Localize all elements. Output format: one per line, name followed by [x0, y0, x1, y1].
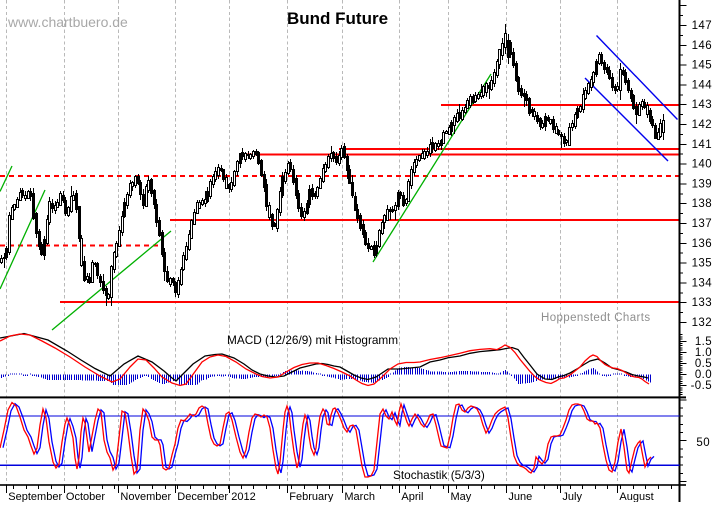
svg-text:145: 145: [692, 60, 712, 72]
svg-text:Hoppenstedt Charts: Hoppenstedt Charts: [541, 312, 650, 324]
svg-text:0.0: 0.0: [695, 369, 712, 381]
svg-text:May: May: [451, 491, 472, 502]
svg-text:133: 133: [692, 297, 712, 309]
svg-text:135: 135: [692, 258, 712, 270]
svg-text:1.0: 1.0: [695, 347, 712, 359]
svg-text:www.chartbuero.de: www.chartbuero.de: [7, 14, 128, 30]
svg-text:March: March: [344, 491, 375, 502]
svg-text:Stochastik (5/3/3): Stochastik (5/3/3): [393, 468, 485, 482]
svg-text:143: 143: [692, 99, 712, 111]
svg-text:July: July: [562, 491, 582, 502]
svg-text:147: 147: [692, 20, 712, 32]
svg-text:132: 132: [692, 317, 712, 329]
svg-text:1.5: 1.5: [695, 336, 712, 348]
svg-text:136: 136: [692, 238, 712, 250]
svg-text:December: December: [177, 491, 228, 502]
svg-text:MACD (12/26/9) mit Histogramm: MACD (12/26/9) mit Histogramm: [227, 333, 398, 347]
svg-text:0.5: 0.5: [695, 358, 712, 370]
svg-text:Bund Future: Bund Future: [287, 9, 388, 28]
svg-text:50: 50: [696, 437, 710, 449]
svg-text:April: April: [401, 491, 423, 502]
svg-text:144: 144: [692, 79, 713, 91]
svg-text:November: November: [120, 491, 171, 502]
svg-text:142: 142: [692, 119, 712, 131]
svg-text:2012: 2012: [231, 491, 255, 502]
svg-text:September: September: [8, 491, 62, 502]
svg-text:139: 139: [692, 178, 712, 190]
svg-text:August: August: [619, 491, 653, 502]
svg-text:February: February: [289, 491, 334, 502]
svg-text:-0.5: -0.5: [691, 380, 712, 392]
svg-text:June: June: [508, 491, 532, 502]
svg-text:137: 137: [692, 218, 712, 230]
svg-text:October: October: [66, 491, 105, 502]
svg-text:140: 140: [692, 159, 712, 171]
svg-text:146: 146: [692, 40, 712, 52]
svg-text:134: 134: [692, 277, 713, 289]
svg-text:138: 138: [692, 198, 712, 210]
svg-text:141: 141: [692, 139, 712, 151]
